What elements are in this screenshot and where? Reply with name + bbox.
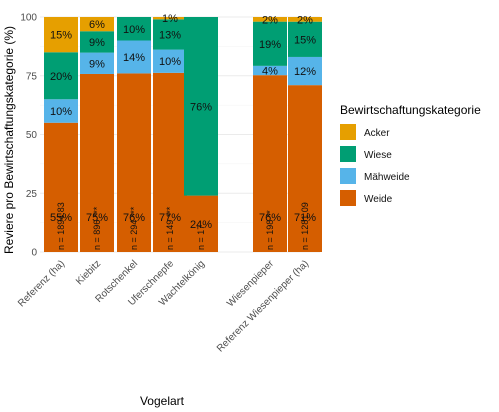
data-label: 2% (297, 14, 313, 26)
y-tick-label: 50 (26, 130, 38, 141)
bar-stack: 77% 10% 13% 1% n = 149 *** (153, 13, 187, 252)
bar-stack: 71% 12% 15% 2% n = 1281.09 (288, 14, 322, 253)
n-label: n = 198 ** (265, 210, 275, 250)
x-axis-title: Vogelart (140, 394, 185, 408)
y-tick-label: 100 (20, 13, 37, 24)
bar-segment (253, 65, 287, 76)
bar-segment (288, 17, 322, 22)
x-tick-label: Referenz (ha) (16, 258, 67, 309)
data-label: 19% (259, 39, 281, 51)
bar-segment (288, 21, 322, 57)
x-tick-label: Kiebitz (74, 258, 103, 287)
n-label: n = 294 *** (129, 206, 139, 250)
n-label: n = 1281.09 (300, 202, 310, 250)
bar-segment (80, 17, 114, 32)
legend-swatch (340, 168, 356, 184)
data-label: 12% (294, 66, 316, 78)
legend-label: Wiese (364, 150, 392, 161)
bar-segment (253, 17, 287, 22)
bar-segment (153, 19, 187, 50)
data-label: 24% (190, 219, 212, 231)
data-label: 76% (259, 212, 281, 224)
y-axis-title: Reviere pro Bewirtschaftungskategorie (%… (2, 26, 16, 254)
data-label: 14% (123, 52, 145, 64)
data-label: 10% (159, 56, 181, 68)
bar-segment (288, 85, 322, 253)
bar-segment (80, 52, 114, 74)
y-tick-label: 0 (31, 248, 37, 259)
n-label: n = 896 *** (92, 206, 102, 250)
bar-segment (44, 17, 78, 53)
bar-stack: 24% 76% n = 17 (184, 17, 218, 252)
data-label: 10% (123, 24, 145, 36)
bar-segment (253, 21, 287, 66)
legend-label: Acker (364, 128, 390, 139)
bar-segment (153, 17, 187, 20)
bar-stack: 55% 10% 20% 15% n = 1894.83 (44, 17, 78, 252)
bar-segment (80, 31, 114, 53)
data-label: 76% (190, 101, 212, 113)
bar-segment (117, 40, 151, 74)
x-axis-ticks: Referenz (ha) KiebitzRotschenkelUferschne… (16, 258, 311, 355)
data-label: 9% (89, 58, 105, 70)
data-label: 15% (294, 34, 316, 46)
legend: Bewirtschaftungskategorie Acker Wiese Mähw… (340, 103, 481, 206)
data-label: 75% (86, 212, 108, 224)
data-label: 9% (89, 37, 105, 49)
n-label: n = 17 (196, 225, 206, 250)
data-label: 15% (50, 30, 72, 42)
data-label: 76% (123, 212, 145, 224)
bar-segment (44, 99, 78, 123)
legend-label: Weide (364, 194, 393, 205)
legend-title: Bewirtschaftungskategorie (340, 103, 481, 117)
n-label: n = 149 *** (165, 206, 175, 250)
n-label: n = 1894.83 (56, 202, 66, 250)
data-label: 71% (294, 212, 316, 224)
legend-label: Mähweide (364, 172, 410, 183)
bar-segment (253, 75, 287, 252)
data-label: 20% (50, 71, 72, 83)
data-label: 2% (262, 14, 278, 26)
bar-segment (153, 49, 187, 73)
legend-swatch (340, 124, 356, 140)
data-label: 77% (159, 212, 181, 224)
bar-segment (80, 73, 114, 252)
y-tick-label: 25 (26, 189, 38, 200)
bar-stack: 76% 4% 19% 2% n = 198 ** (253, 14, 287, 252)
bar-segment (184, 17, 218, 196)
legend-swatch (340, 146, 356, 162)
bar-segment (288, 56, 322, 86)
bar-segment (184, 195, 218, 252)
bar-stack: 76% 14% 10% n = 294 *** (117, 17, 151, 253)
data-label: 1% (162, 13, 178, 25)
bar-segment (44, 52, 78, 100)
legend-swatch (340, 190, 356, 206)
bar-stack: 75% 9% 9% 6% n = 896 *** (80, 17, 114, 252)
bars: 55% 10% 20% 15% n = 1894.83 75% 9% 9% 6% n = 896 … (44, 13, 322, 253)
data-label: 55% (50, 212, 72, 224)
bar-segment (44, 122, 78, 252)
y-tick-label: 75 (26, 71, 38, 82)
data-label: 6% (89, 19, 105, 31)
data-label: 4% (262, 66, 278, 78)
bar-segment (117, 17, 151, 41)
y-axis-ticks: 0 25 50 75 100 (20, 13, 37, 259)
bar-segment (153, 72, 187, 252)
data-label: 10% (50, 106, 72, 118)
bar-segment (117, 73, 151, 253)
data-label: 13% (159, 29, 181, 41)
